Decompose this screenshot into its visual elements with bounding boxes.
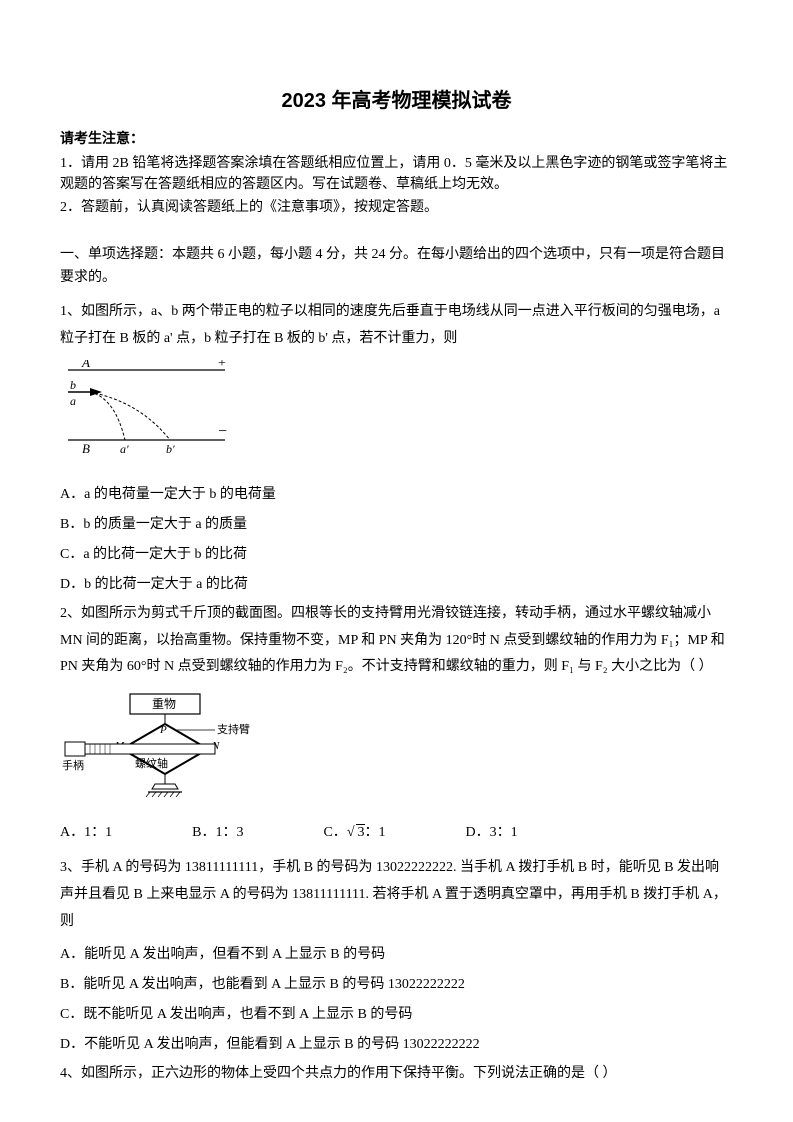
question-1-figure: A B + − b a a' b'	[60, 360, 733, 469]
fig2-label-weight: 重物	[152, 697, 176, 711]
question-3-text: 3、手机 A 的号码为 13811111111，手机 B 的号码为 130222…	[60, 855, 733, 935]
q1-option-c: C．a 的比荷一定大于 b 的比荷	[60, 541, 733, 569]
question-2-figure: 重物 P M N 支持臂 螺纹轴 手柄	[60, 689, 733, 808]
q3-option-d: D．不能听见 A 发出响声，但能看到 A 上显示 B 的号码 130222222…	[60, 1031, 733, 1059]
fig1-label-ap: a'	[120, 442, 129, 456]
q2-options-row: A．1：1 B．1：3 C．3：1 D．3：1	[60, 819, 733, 847]
question-1-text: 1、如图所示，a、b 两个带正电的粒子以相同的速度先后垂直于电场线从同一点进入平…	[60, 299, 733, 352]
q2-option-c: C．3：1	[323, 819, 385, 847]
notice-item-1: 1．请用 2B 铅笔将选择题答案涂填在答题纸相应位置上，请用 0．5 毫米及以上…	[60, 153, 733, 195]
q2-option-b: B．1：3	[192, 819, 243, 847]
notice-item-2: 2．答题前，认真阅读答题纸上的《注意事项》，按规定答题。	[60, 197, 733, 218]
q1-option-a: A．a 的电荷量一定大于 b 的电荷量	[60, 481, 733, 509]
question-4-text: 4、如图所示，正六边形的物体上受四个共点力的作用下保持平衡。下列说法正确的是（ …	[60, 1061, 733, 1088]
fig1-label-b: b	[70, 378, 76, 392]
q1-option-b: B．b 的质量一定大于 a 的质量	[60, 511, 733, 539]
fig1-label-bp: b'	[166, 442, 175, 456]
q3-option-c: C．既不能听见 A 发出响声，也看不到 A 上显示 B 的号码	[60, 1001, 733, 1029]
fig1-label-A: A	[81, 360, 90, 370]
question-2-text: 2、如图所示为剪式千斤顶的截面图。四根等长的支持臂用光滑铰链连接，转动手柄，通过…	[60, 601, 733, 681]
q2-option-d: D．3：1	[466, 819, 518, 847]
q1-option-d: D．b 的比荷一定大于 a 的比荷	[60, 571, 733, 599]
fig1-label-plus: +	[218, 360, 226, 371]
fig1-label-a: a	[70, 394, 76, 408]
fig2-label-arm: 支持臂	[217, 722, 250, 736]
section-1-header: 一、单项选择题：本题共 6 小题，每小题 4 分，共 24 分。在每小题给出的四…	[60, 244, 733, 289]
fig1-label-minus: −	[218, 423, 227, 440]
notice-header: 请考生注意：	[60, 129, 733, 151]
q3-option-b: B．能听见 A 发出响声，也能看到 A 上显示 B 的号码 1302222222…	[60, 971, 733, 999]
fig2-label-handle: 手柄	[62, 758, 84, 772]
fig2-label-axis: 螺纹轴	[135, 756, 168, 770]
q2-option-a: A．1：1	[60, 819, 112, 847]
fig1-label-B: B	[82, 441, 90, 456]
q3-option-a: A．能听见 A 发出响声，但看不到 A 上显示 B 的号码	[60, 941, 733, 969]
page-title: 2023 年高考物理模拟试卷	[60, 85, 733, 117]
